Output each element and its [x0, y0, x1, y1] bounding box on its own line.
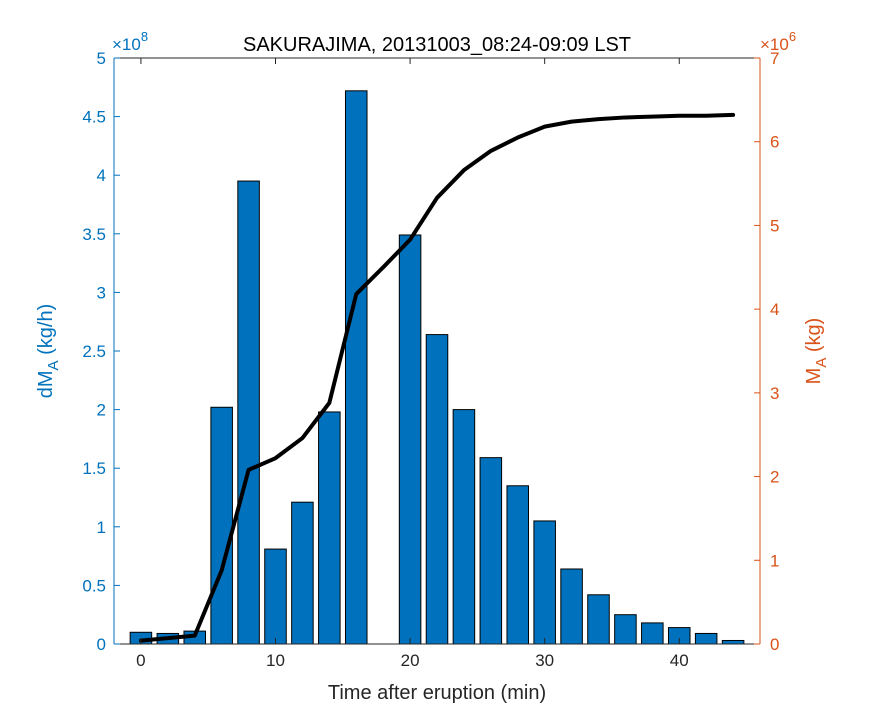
- y-right-tick-label: 2: [770, 468, 779, 487]
- bar: [237, 180, 260, 645]
- bar: [694, 632, 718, 645]
- y-left-tick-label: 5: [97, 49, 106, 68]
- y-left-tick-label: 3.5: [82, 225, 106, 244]
- bar: [587, 594, 610, 645]
- y-left-tick-label: 2: [97, 401, 106, 420]
- y-left-tick-label: 0: [97, 635, 106, 654]
- y-right-exponent: ×106: [760, 29, 796, 54]
- bar: [506, 485, 530, 645]
- bar: [452, 409, 476, 645]
- x-axis-label: Time after eruption (min): [328, 682, 546, 704]
- bar: [560, 568, 583, 645]
- x-tick-label: 20: [401, 651, 420, 670]
- bar: [398, 234, 422, 645]
- x-tick-label: 0: [136, 651, 145, 670]
- bar: [264, 548, 287, 645]
- y-left-tick-label: 3: [97, 283, 106, 302]
- y-left-tick-label: 1.5: [82, 459, 106, 478]
- y-left-tick-label: 1: [97, 518, 106, 537]
- y-right-tick-label: 4: [770, 300, 779, 319]
- bar: [318, 411, 341, 645]
- y-left-tick-label: 0.5: [82, 576, 106, 595]
- x-tick-label: 40: [670, 651, 689, 670]
- chart-title: SAKURAJIMA, 20131003_08:24-09:09 LST: [243, 34, 631, 56]
- bar: [425, 334, 449, 645]
- line-group: [138, 112, 736, 643]
- cumulative-mass-line: [138, 112, 736, 643]
- y-left-tick-label: 4: [97, 166, 106, 185]
- y-right-tick-label: 0: [770, 635, 779, 654]
- y-left-axis-label: dMA (kg/h): [35, 304, 62, 399]
- y-left-tick-label: 2.5: [82, 342, 106, 361]
- bar: [479, 457, 503, 645]
- y-right-tick-label: 1: [770, 551, 779, 570]
- y-left-exponent: ×108: [112, 29, 148, 54]
- bar: [533, 520, 556, 645]
- bar: [721, 639, 745, 645]
- bar: [291, 501, 314, 645]
- x-tick-label: 30: [535, 651, 554, 670]
- x-tick-label: 10: [266, 651, 285, 670]
- axes-group: 0 10 20 30 40 0 0.5 1 1.5 2 2.5 3 3.5 4 4.5 5 0 1 2 3 4 5 6 7: [82, 49, 779, 670]
- y-right-tick-label: 6: [770, 133, 779, 152]
- y-right-axis-label: MA (kg): [803, 318, 830, 385]
- bar: [614, 614, 637, 645]
- bar: [210, 406, 233, 645]
- bars-group: [129, 90, 745, 645]
- y-right-tick-label: 5: [770, 216, 779, 235]
- y-right-tick-label: 7: [770, 49, 779, 68]
- bar: [344, 90, 368, 645]
- bar: [641, 622, 664, 645]
- y-left-tick-label: 4.5: [82, 108, 106, 127]
- y-right-tick-label: 3: [770, 384, 779, 403]
